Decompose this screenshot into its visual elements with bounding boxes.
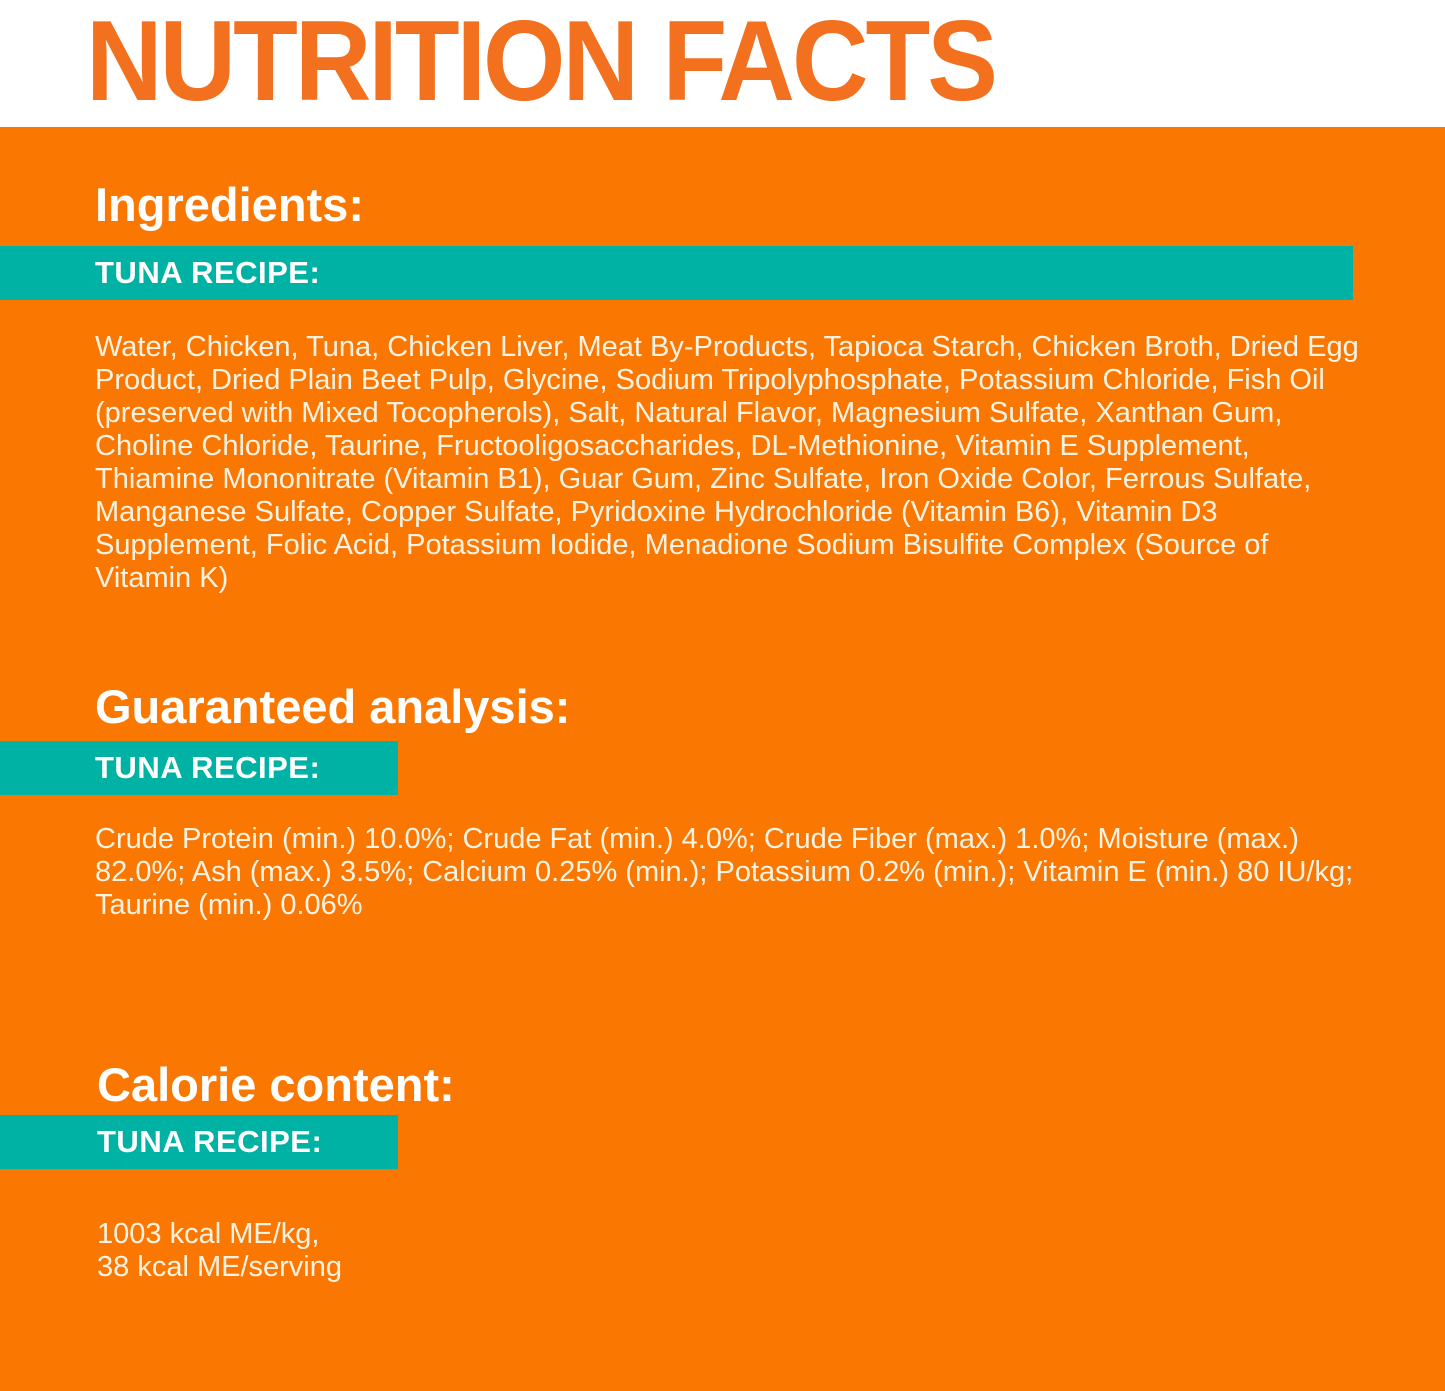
calorie-per-kg: 1003 kcal ME/kg, [97,1218,320,1250]
guaranteed-analysis-heading: Guaranteed analysis: [95,680,571,733]
page-title: NUTRITION FACTS [86,0,998,125]
calorie-content-recipe-bar: TUNA RECIPE: [0,1115,398,1169]
ingredients-recipe-bar: TUNA RECIPE: [0,246,1353,300]
guaranteed-analysis-text: Crude Protein (min.) 10.0%; Crude Fat (m… [95,823,1354,921]
guaranteed-analysis-recipe-bar: TUNA RECIPE: [0,741,398,795]
section-calorie-content: Calorie content: TUNA RECIPE: 1003 kcal … [0,1058,1445,1284]
calorie-per-serving: 38 kcal ME/serving [97,1251,342,1283]
guaranteed-analysis-recipe-label: TUNA RECIPE: [95,750,321,785]
label-body: Ingredients: TUNA RECIPE: Water, Chicken… [0,178,1445,1284]
calorie-content-recipe-label: TUNA RECIPE: [97,1124,323,1159]
section-guaranteed-analysis: Guaranteed analysis: TUNA RECIPE: Crude … [0,680,1445,922]
calorie-content-text: 1003 kcal ME/kg, 38 kcal ME/serving [97,1218,1369,1284]
label-header: NUTRITION FACTS [0,0,1445,127]
ingredients-text: Water, Chicken, Tuna, Chicken Liver, Mea… [95,331,1359,594]
calorie-content-heading: Calorie content: [97,1058,455,1111]
ingredients-recipe-label: TUNA RECIPE: [95,255,321,290]
section-ingredients: Ingredients: TUNA RECIPE: Water, Chicken… [0,178,1445,595]
ingredients-heading: Ingredients: [95,178,364,231]
